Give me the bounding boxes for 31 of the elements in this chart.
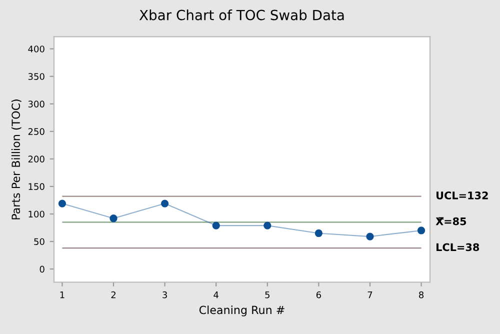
x-tick-label: 5 — [265, 292, 270, 298]
point — [314, 229, 323, 238]
x-tick-label: 3 — [162, 291, 167, 298]
x-axis-title: Cleaning Run # — [199, 306, 284, 316]
y-tick-label: 50 — [34, 238, 44, 246]
y-tick-label: 0 — [40, 266, 44, 273]
point — [366, 232, 374, 240]
y-tick-label: 250 — [28, 128, 44, 135]
x-tick-label: 1 — [60, 292, 64, 298]
ref-line-label: LCL=38 — [436, 243, 480, 252]
ref-line-label: UCL=132 — [436, 192, 488, 200]
ref-line-label: X̿=85 — [436, 217, 466, 226]
point — [160, 200, 169, 208]
x-tick-label: 4 — [214, 292, 218, 298]
y-tick-label: 200 — [28, 156, 44, 162]
y-axis-title: Parts Per Billion (TOC) — [11, 100, 22, 220]
point — [417, 226, 426, 234]
point — [110, 214, 118, 222]
x-tick-label: 6 — [316, 291, 321, 298]
x-tick-label: 7 — [368, 292, 372, 298]
point — [58, 200, 66, 208]
point — [264, 222, 272, 230]
y-tick-label: 400 — [28, 46, 44, 52]
x-tick-label: 8 — [419, 291, 424, 298]
chart-title: Xbar Chart of TOC Swab Data — [139, 10, 344, 20]
y-tick-label: 100 — [28, 210, 44, 218]
y-tick-label: 150 — [28, 183, 44, 190]
y-tick-label: 300 — [28, 100, 44, 108]
point — [212, 222, 220, 230]
x-tick-label: 2 — [111, 291, 116, 298]
y-tick-label: 350 — [28, 73, 44, 80]
